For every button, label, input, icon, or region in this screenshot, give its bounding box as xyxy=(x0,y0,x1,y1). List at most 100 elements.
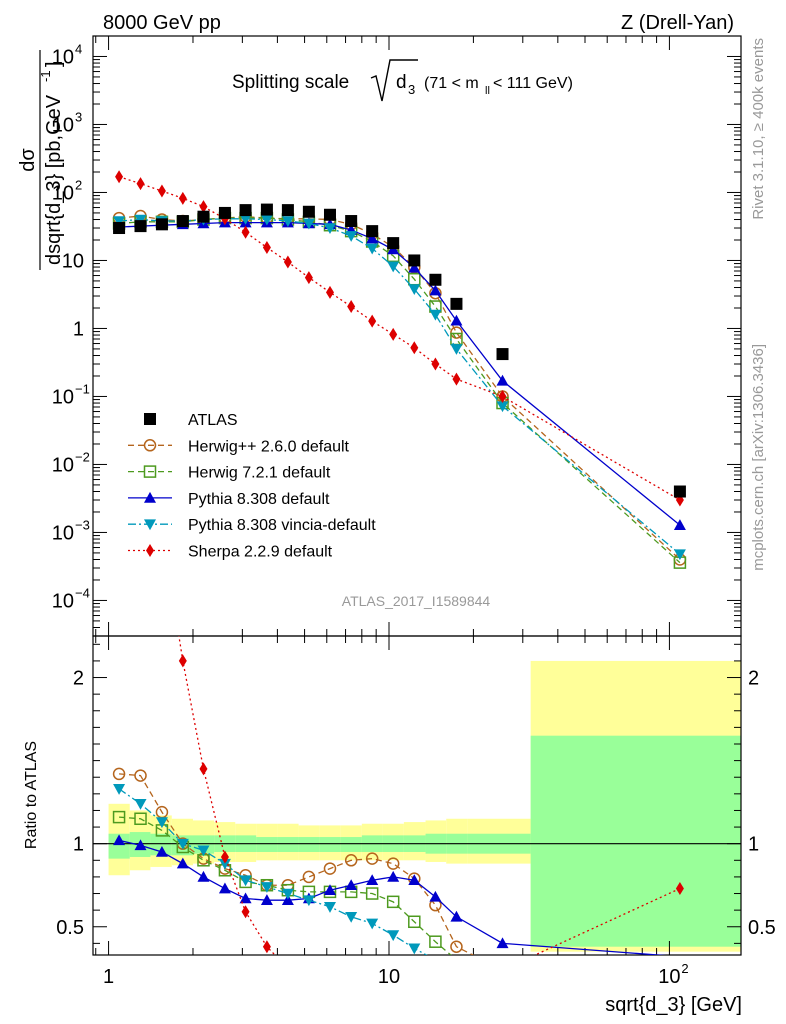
data-point xyxy=(450,297,463,310)
legend-label: Pythia 8.308 vincia-default xyxy=(188,517,376,534)
ratio-series-marker xyxy=(176,838,189,850)
ratio-series-marker xyxy=(197,845,210,857)
y-tick-label-exponent: 4 xyxy=(75,41,82,56)
series-marker xyxy=(136,177,145,191)
ratio-series-marker xyxy=(344,854,358,867)
ratio-series-marker xyxy=(429,935,442,948)
ratio-band-stat xyxy=(277,837,299,852)
series-marker xyxy=(368,314,377,328)
y-tick-label: 1 xyxy=(73,318,84,340)
ratio-series-marker xyxy=(260,882,273,893)
ratio-series-marker xyxy=(241,905,250,919)
data-point xyxy=(323,208,336,221)
series-marker xyxy=(199,200,208,214)
data-point xyxy=(496,348,509,361)
ratio-series-marker xyxy=(387,870,400,882)
series-marker xyxy=(498,389,507,403)
legend-marker xyxy=(146,544,154,557)
series-marker xyxy=(241,225,250,239)
data-point xyxy=(260,203,273,216)
ratio-series-marker xyxy=(323,884,336,896)
x-axis-label: sqrt{d_3} [GeV] xyxy=(605,994,742,1016)
legend-marker xyxy=(144,519,156,531)
series-marker xyxy=(410,341,419,355)
series-marker xyxy=(431,357,440,371)
data-point xyxy=(134,220,147,233)
ratio-series-marker xyxy=(450,910,463,922)
ratio-y-tick-label-right: 1 xyxy=(748,834,759,856)
data-point xyxy=(302,205,315,218)
data-point xyxy=(408,254,421,267)
ratio-series-marker xyxy=(408,874,421,886)
ratio-series-group xyxy=(112,636,684,955)
x-tick-label: 10 xyxy=(378,966,400,988)
y-tick-label-exponent: −2 xyxy=(75,449,90,464)
series-line xyxy=(119,215,681,560)
ratio-series-marker xyxy=(176,857,189,869)
series-marker xyxy=(408,284,421,296)
series-marker xyxy=(304,271,313,285)
ratio-y-tick-label: 2 xyxy=(73,668,84,690)
sqrt-symbol xyxy=(370,59,418,102)
series-marker xyxy=(389,327,398,341)
ratio-series-marker xyxy=(345,879,358,891)
ratio-series-marker xyxy=(302,870,316,884)
series-marker xyxy=(262,241,271,255)
legend-marker xyxy=(143,439,157,452)
series-marker xyxy=(281,216,294,228)
ratio-band-stat xyxy=(340,837,362,852)
y-tick-label-exponent: −4 xyxy=(75,585,90,600)
ratio-series-marker xyxy=(365,887,379,900)
legend-marker xyxy=(144,413,156,425)
series-marker xyxy=(450,326,463,339)
ratio-y-axis-label: Ratio to ATLAS xyxy=(23,741,40,849)
y-tick-label: 10 xyxy=(52,182,74,204)
rivet-version-label: Rivet 3.1.10, ≥ 400k events xyxy=(750,38,767,220)
chart-title-range-sub: ll xyxy=(485,85,490,97)
data-point xyxy=(429,273,442,286)
x-tick-label: 1 xyxy=(103,966,114,988)
ratio-series-marker xyxy=(218,858,231,870)
ratio-series-marker xyxy=(155,817,168,829)
legend-label: ATLAS xyxy=(188,412,238,429)
y-axis-label-numerator: dσ xyxy=(17,148,39,172)
series-marker xyxy=(157,184,166,198)
series-marker xyxy=(302,218,315,230)
series-marker xyxy=(366,243,379,255)
ratio-band-stat xyxy=(256,837,278,852)
series-marker xyxy=(429,309,442,321)
ratio-series-marker xyxy=(218,882,231,894)
ratio-series-marker xyxy=(302,895,315,907)
ratio-series-marker xyxy=(239,875,252,887)
chart-title-variable-sub: 3 xyxy=(408,82,415,97)
y-tick-label: 10 xyxy=(52,522,74,544)
ratio-series-marker xyxy=(112,810,126,824)
ratio-series-marker xyxy=(134,812,147,826)
legend-label: Herwig++ 2.6.0 default xyxy=(188,438,350,455)
ratio-series-marker xyxy=(134,839,147,851)
legend-marker xyxy=(143,465,157,478)
y-tick-label-exponent: −3 xyxy=(75,517,90,532)
chart-title-range: (71 < m xyxy=(424,75,479,92)
ratio-series-marker xyxy=(366,918,379,930)
series-marker xyxy=(450,314,463,326)
data-point xyxy=(387,237,400,250)
y-tick-label: 10 xyxy=(52,386,74,408)
data-point xyxy=(673,485,686,498)
ratio-series-marker xyxy=(387,930,400,942)
data-point xyxy=(345,215,358,228)
data-point xyxy=(176,215,189,228)
ratio-series-marker xyxy=(386,895,400,909)
ratio-series-marker xyxy=(134,799,147,810)
legend-label: Herwig 7.2.1 default xyxy=(188,465,331,482)
ratio-series-marker xyxy=(496,937,509,949)
ratio-series-marker xyxy=(220,850,229,864)
y-tick-label: 10 xyxy=(52,590,74,612)
ratio-series-marker xyxy=(262,940,271,954)
data-point xyxy=(366,225,379,238)
series-marker xyxy=(673,549,686,561)
series-marker xyxy=(347,300,356,314)
ratio-y-tick-label: 1 xyxy=(73,834,84,856)
ratio-series-marker xyxy=(197,870,210,882)
